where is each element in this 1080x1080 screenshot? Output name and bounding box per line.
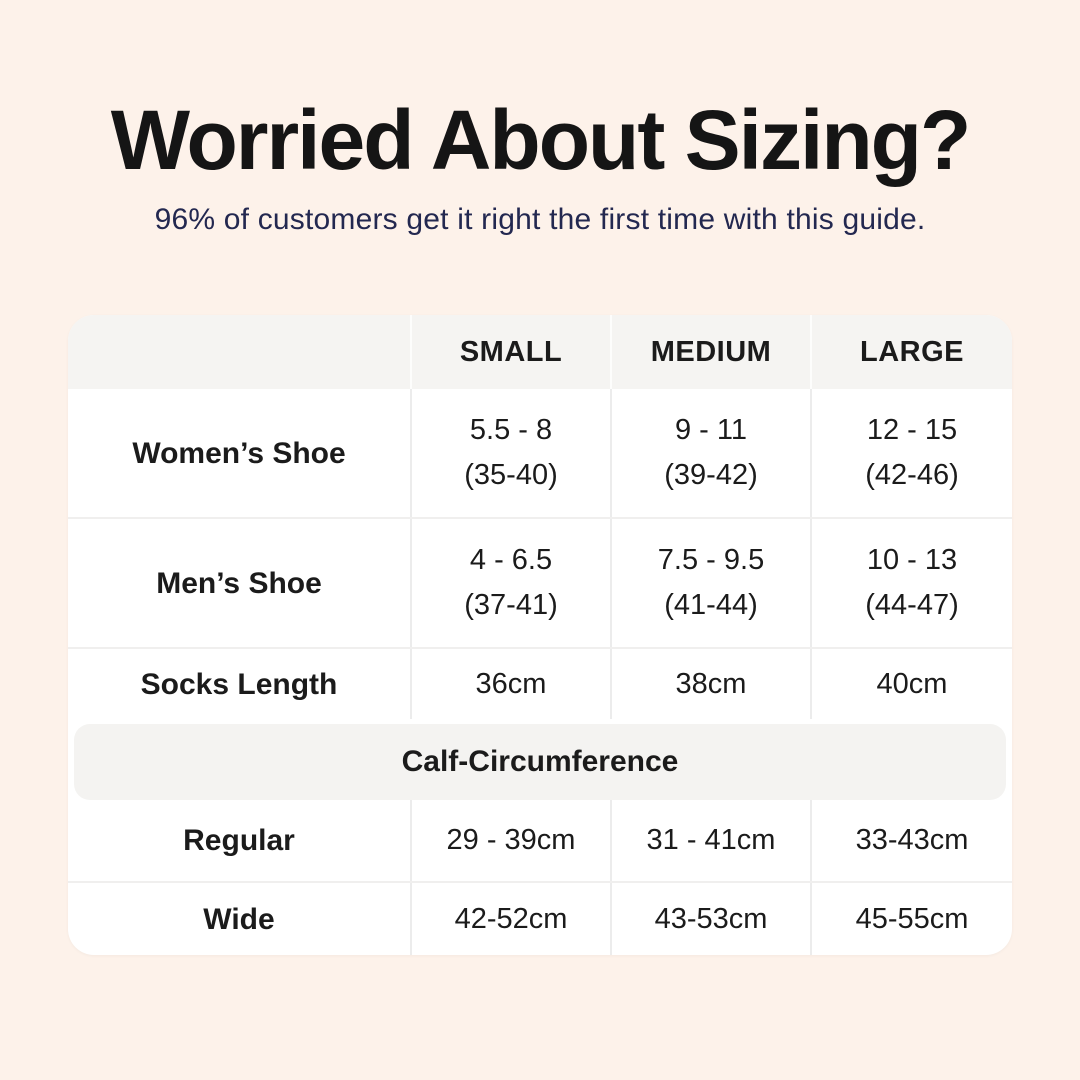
cell-line-2: (41-44) [664,589,758,621]
hero-section: Worried About Sizing? 96% of customers g… [0,0,1080,237]
table-row-womens-shoe: Women’s Shoe 5.5 - 8 (35-40) 9 - 11 (39-… [68,389,1012,517]
cell-line-1: 9 - 11 [674,414,747,446]
cell-line-1: 12 - 15 [866,414,958,446]
header-cell-small: SMALL [410,315,610,389]
cell-line-1: 7.5 - 9.5 [657,544,765,576]
size-guide-table: SMALL MEDIUM LARGE Women’s Shoe 5.5 - 8 … [68,315,1012,955]
header-cell-empty [68,315,410,389]
header-cell-large: LARGE [810,315,1012,389]
socks-length-small-cell: 36cm [410,649,610,719]
cell-line-2: (37-41) [464,589,558,621]
section-header-calf-circumference: Calf-Circumference [74,724,1006,800]
mens-shoe-medium-cell: 7.5 - 9.5 (41-44) [610,519,810,647]
cell-line-1: 4 - 6.5 [469,544,553,576]
section-header-label: Calf-Circumference [401,745,679,778]
calf-regular-large-cell: 33-43cm [810,800,1012,881]
calf-regular-medium-cell: 31 - 41cm [610,800,810,881]
womens-shoe-large-cell: 12 - 15 (42-46) [810,389,1012,517]
cell-line-2: (35-40) [464,459,558,491]
page-title: Worried About Sizing? [110,93,972,187]
calf-wide-large-cell: 45-55cm [810,883,1012,955]
socks-length-large-cell: 40cm [810,649,1012,719]
womens-shoe-small-cell: 5.5 - 8 (35-40) [410,389,610,517]
table-row-mens-shoe: Men’s Shoe 4 - 6.5 (37-41) 7.5 - 9.5 (41… [68,517,1012,647]
row-label-socks-length: Socks Length [140,667,338,701]
row-label-regular: Regular [183,824,295,857]
cell-line-1: 10 - 13 [866,544,958,576]
table-row-calf-wide: Wide 42-52cm 43-53cm 45-55cm [68,881,1012,955]
cell-line-2: (39-42) [664,459,758,491]
table-row-calf-regular: Regular 29 - 39cm 31 - 41cm 33-43cm [68,800,1012,881]
row-label-wide: Wide [203,902,275,936]
cell-line-2: (42-46) [865,459,959,491]
table-header-row: SMALL MEDIUM LARGE [68,315,1012,389]
mens-shoe-large-cell: 10 - 13 (44-47) [810,519,1012,647]
cell-line-2: (44-47) [865,589,959,621]
row-label-womens-shoe: Women’s Shoe [132,436,346,470]
page-subtitle: 96% of customers get it right the first … [154,202,926,236]
calf-wide-medium-cell: 43-53cm [610,883,810,955]
mens-shoe-small-cell: 4 - 6.5 (37-41) [410,519,610,647]
cell-line-1: 5.5 - 8 [469,414,553,446]
table-row-socks-length: Socks Length 36cm 38cm 40cm [68,647,1012,719]
womens-shoe-medium-cell: 9 - 11 (39-42) [610,389,810,517]
socks-length-medium-cell: 38cm [610,649,810,719]
row-label-mens-shoe: Men’s Shoe [156,566,322,600]
calf-wide-small-cell: 42-52cm [410,883,610,955]
header-cell-medium: MEDIUM [610,315,810,389]
calf-regular-small-cell: 29 - 39cm [410,800,610,881]
